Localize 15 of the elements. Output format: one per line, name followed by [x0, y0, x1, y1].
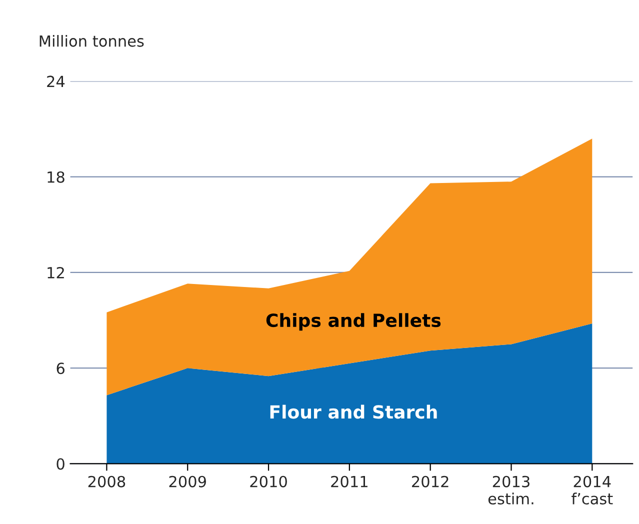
- x-tick-label: 2013 estim.: [488, 476, 534, 504]
- y-tick-label: 0: [56, 458, 64, 470]
- x-tick-label: 2011: [331, 476, 368, 488]
- y-tick-label: 12: [48, 266, 64, 278]
- y-tick-label: 18: [48, 171, 64, 183]
- y-tick-label: 24: [47, 76, 65, 88]
- x-tick-label: 2010: [250, 476, 287, 488]
- y-axis-title: Million tonnes: [40, 34, 144, 47]
- x-tick-label: 2009: [169, 476, 206, 488]
- series-label: Flour and Starch: [270, 404, 437, 419]
- y-tick-label: 6: [56, 362, 64, 374]
- x-tick-label: 2008: [88, 476, 126, 488]
- series-label: Chips and Pellets: [266, 313, 441, 331]
- x-tick-label: 2012: [412, 476, 448, 488]
- x-tick-label: 2014 f’cast: [572, 476, 613, 504]
